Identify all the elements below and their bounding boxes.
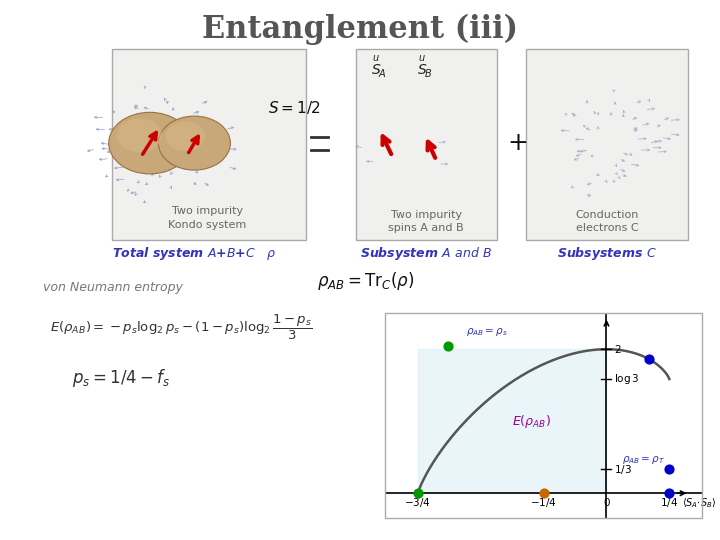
Point (664, 489, 675, 497)
Text: $E(\rho_{AB})$: $E(\rho_{AB})$ (512, 413, 551, 430)
Text: von Neumann entropy: von Neumann entropy (43, 281, 183, 294)
Point (412, 489, 423, 497)
Text: $-3/4$: $-3/4$ (405, 496, 431, 509)
Point (442, 341, 454, 350)
Circle shape (117, 118, 162, 152)
Text: Conduction
electrons C: Conduction electrons C (575, 210, 639, 233)
Circle shape (158, 116, 230, 170)
Text: $1/3$: $1/3$ (614, 463, 632, 476)
Text: Total system $A$+$B$+$C$   $\rho$: Total system $A$+$B$+$C$ $\rho$ (112, 245, 276, 262)
Text: $\langle S_A{\cdot}S_B\rangle$: $\langle S_A{\cdot}S_B\rangle$ (682, 496, 716, 510)
Point (644, 355, 655, 363)
Text: $\overset{u}{S}_{\!A}$: $\overset{u}{S}_{\!A}$ (371, 54, 387, 80)
Point (664, 465, 675, 474)
Circle shape (109, 112, 191, 174)
Text: $p_s = 1/4 - f_s$: $p_s = 1/4 - f_s$ (72, 367, 171, 389)
FancyBboxPatch shape (526, 49, 688, 240)
Text: $-1/4$: $-1/4$ (530, 496, 557, 509)
Text: $0$: $0$ (603, 496, 611, 508)
Text: $\rho_{AB} = \mathrm{Tr}_C(\rho)$: $\rho_{AB} = \mathrm{Tr}_C(\rho)$ (317, 270, 414, 292)
Text: $1/4$: $1/4$ (660, 496, 678, 509)
Text: $S{=}1/2$: $S{=}1/2$ (268, 99, 320, 117)
Text: $\overset{u}{S}_{\!B}$: $\overset{u}{S}_{\!B}$ (417, 54, 433, 80)
FancyBboxPatch shape (356, 49, 497, 240)
Text: $+$: $+$ (507, 131, 527, 155)
Text: Two impurity
spins A and B: Two impurity spins A and B (388, 210, 464, 233)
Text: $\log 3$: $\log 3$ (614, 372, 639, 386)
Point (538, 489, 549, 497)
Text: $\rho_{AB}{=}\rho_T$: $\rho_{AB}{=}\rho_T$ (621, 454, 665, 465)
Text: $\rho_{AB}{=}\rho_s$: $\rho_{AB}{=}\rho_s$ (466, 326, 508, 339)
Text: Subsystems $C$: Subsystems $C$ (557, 245, 657, 262)
Text: Subsystem $A$ $and$ $B$: Subsystem $A$ $and$ $B$ (360, 245, 492, 262)
Text: $2$: $2$ (614, 343, 621, 355)
Text: $E(\rho_{AB}) = -p_s \log_2 p_s - (1-p_s)\log_2\dfrac{1-p_s}{3}$: $E(\rho_{AB}) = -p_s \log_2 p_s - (1-p_s… (50, 313, 313, 342)
Text: Two impurity
Kondo system: Two impurity Kondo system (168, 206, 246, 230)
Text: Entanglement (iii): Entanglement (iii) (202, 14, 518, 45)
Circle shape (166, 122, 205, 151)
FancyBboxPatch shape (112, 49, 306, 240)
